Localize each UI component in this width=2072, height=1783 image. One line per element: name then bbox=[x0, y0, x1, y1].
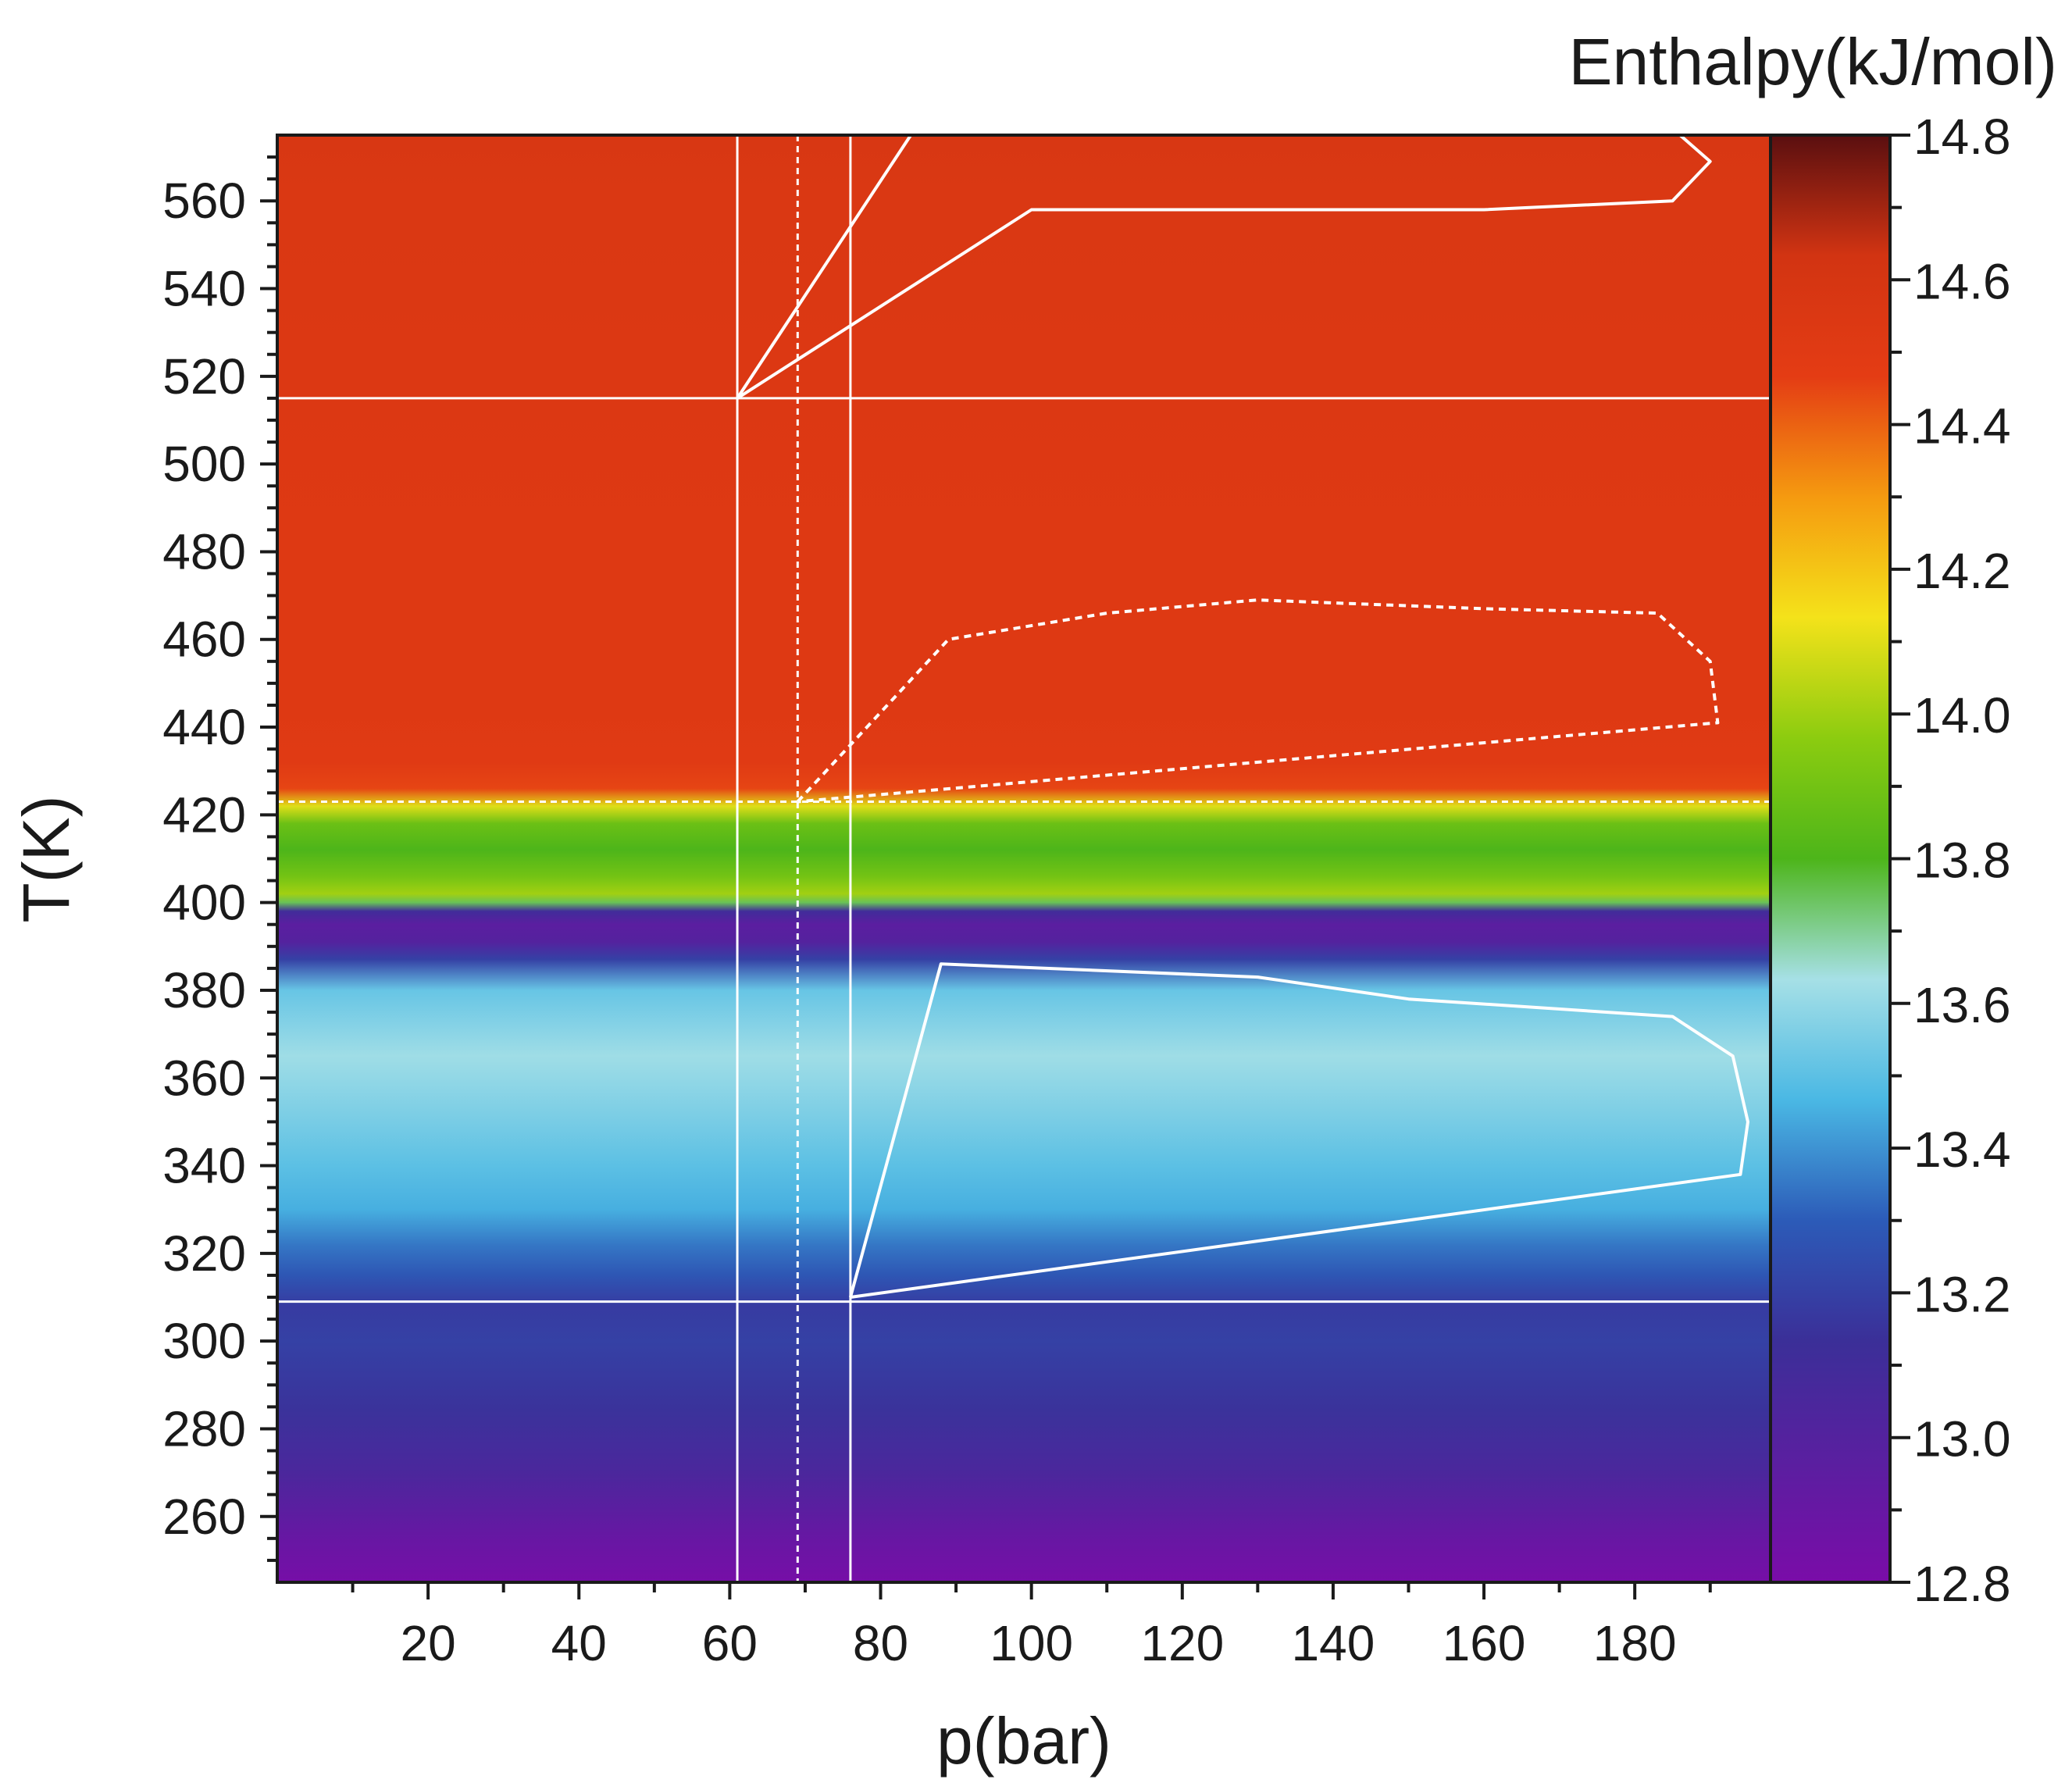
colorbar-tick-label: 13.6 bbox=[1913, 977, 2011, 1033]
x-tick-label: 140 bbox=[1292, 1615, 1375, 1671]
colorbar-tick-label: 13.2 bbox=[1913, 1266, 2011, 1322]
x-tick-label: 100 bbox=[990, 1615, 1073, 1671]
x-tick-label: 60 bbox=[702, 1615, 758, 1671]
colorbar-tick-label: 14.6 bbox=[1913, 253, 2011, 309]
x-tick-label: 180 bbox=[1593, 1615, 1677, 1671]
plot-area bbox=[276, 134, 1772, 1584]
overlay-layer bbox=[277, 135, 1771, 1582]
x-tick-label: 160 bbox=[1443, 1615, 1526, 1671]
y-tick-label: 280 bbox=[162, 1400, 246, 1457]
colorbar-tick-label: 12.8 bbox=[1913, 1556, 2011, 1612]
y-tick-label: 340 bbox=[162, 1138, 246, 1194]
colorbar-tick-label: 13.0 bbox=[1913, 1411, 2011, 1467]
colorbar bbox=[1769, 134, 1892, 1584]
y-tick-label: 320 bbox=[162, 1225, 246, 1282]
y-tick-label: 540 bbox=[162, 261, 246, 317]
y-axis: 260 280 300 320 340 360 380 400 420 440 460 480 500 5… bbox=[162, 155, 277, 1562]
y-tick-label: 360 bbox=[162, 1050, 246, 1106]
heatmap-field bbox=[277, 135, 1771, 1582]
x-tick-label: 20 bbox=[401, 1615, 456, 1671]
colorbar-title: Enthalpy(kJ/mol) bbox=[1568, 25, 2057, 98]
y-tick-label: 300 bbox=[162, 1313, 246, 1369]
y-tick-label: 480 bbox=[162, 523, 246, 579]
colorbar-tick-label: 14.2 bbox=[1913, 543, 2011, 599]
x-tick-label: 80 bbox=[853, 1615, 908, 1671]
overlay-region-outline bbox=[796, 598, 1720, 804]
overlay-region-outline bbox=[848, 962, 1749, 1299]
colorbar-tick-label: 14.8 bbox=[1913, 109, 2011, 165]
colorbar-fill bbox=[1771, 135, 1890, 1582]
y-axis-title: T(K) bbox=[9, 795, 83, 922]
overlay-region-outline bbox=[736, 135, 1712, 400]
colorbar-tick-label: 13.8 bbox=[1913, 833, 2011, 889]
y-tick-label: 260 bbox=[162, 1489, 246, 1545]
colorbar-tick-label: 14.4 bbox=[1913, 398, 2011, 455]
colorbar-tick-label: 14.0 bbox=[1913, 687, 2011, 744]
x-tick-label: 40 bbox=[551, 1615, 607, 1671]
colorbar-axis: 12.8 13.0 13.2 13.4 13.6 13.8 14.0 14.2 14.4 14.6… bbox=[1890, 109, 2011, 1612]
y-tick-label: 440 bbox=[162, 699, 246, 755]
y-tick-label: 500 bbox=[162, 436, 246, 492]
colorbar-tick-label: 13.4 bbox=[1913, 1122, 2011, 1178]
y-tick-label: 400 bbox=[162, 875, 246, 931]
y-tick-label: 560 bbox=[162, 173, 246, 229]
x-tick-label: 120 bbox=[1140, 1615, 1224, 1671]
x-axis: 20 40 60 80 100 120 140 160 180 bbox=[351, 1582, 1712, 1671]
y-tick-label: 380 bbox=[162, 962, 246, 1018]
y-tick-label: 420 bbox=[162, 786, 246, 843]
y-tick-label: 520 bbox=[162, 348, 246, 405]
y-tick-label: 460 bbox=[162, 612, 246, 668]
x-axis-title: p(bar) bbox=[936, 1704, 1111, 1778]
